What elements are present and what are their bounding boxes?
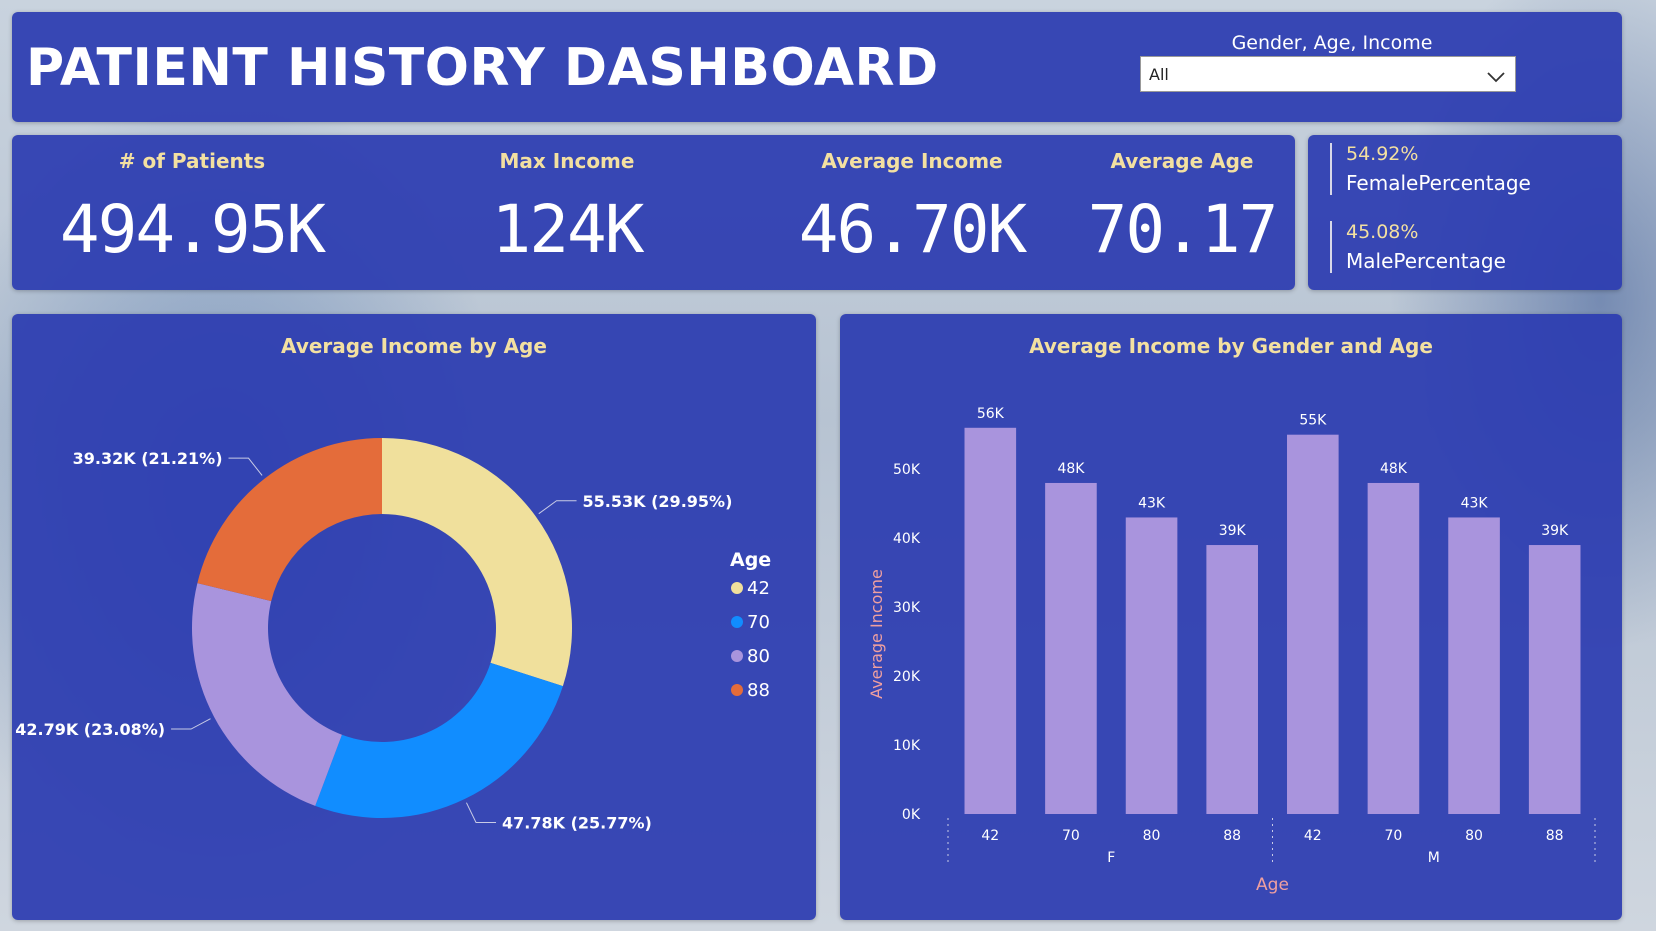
bar-chart-panel: Average Income by Gender and Age 0K 10K 20… bbox=[840, 314, 1622, 920]
y-tick-label: 40K bbox=[893, 531, 921, 547]
legend-item-80[interactable]: 80 bbox=[747, 646, 770, 667]
header-panel: PATIENT HISTORY DASHBOARD Gender, Age, I… bbox=[12, 12, 1622, 122]
bar-chart[interactable]: 0K 10K 20K 30K 40K 50K Average Income 56K 42 48K 7… bbox=[840, 314, 1622, 920]
female-percentage-label: FemalePercentage bbox=[1346, 171, 1531, 195]
slicer-selected-value: All bbox=[1149, 65, 1169, 84]
bar-F-80[interactable] bbox=[1125, 517, 1178, 814]
group-label-F: F bbox=[1107, 850, 1115, 866]
y-axis-title: Average Income bbox=[867, 569, 886, 699]
y-tick-label: 20K bbox=[893, 669, 921, 685]
donut-slice-88[interactable] bbox=[197, 438, 382, 602]
chevron-down-icon[interactable] bbox=[1487, 68, 1505, 87]
legend-item-88[interactable]: 88 bbox=[747, 680, 770, 701]
donut-leader-line bbox=[228, 457, 263, 476]
male-percentage-block: 45.08% MalePercentage bbox=[1330, 221, 1506, 273]
kpi-value: 70.17 bbox=[1087, 191, 1279, 268]
bar-F-42[interactable] bbox=[964, 427, 1017, 814]
bar-M-88[interactable] bbox=[1528, 545, 1581, 814]
kpi-average-age: Average Age 70.17 bbox=[1072, 149, 1292, 268]
page-title: PATIENT HISTORY DASHBOARD bbox=[26, 38, 939, 98]
kpi-panel: # of Patients 494.95K Max Income 124K Av… bbox=[12, 135, 1295, 290]
gender-panel: 54.92% FemalePercentage 45.08% MalePerce… bbox=[1308, 135, 1622, 290]
bar-data-label: 43K bbox=[1138, 495, 1166, 511]
kpi-label: Average Age bbox=[1110, 149, 1254, 173]
kpi-value: 46.70K bbox=[798, 191, 1027, 268]
donut-leader-line bbox=[465, 802, 497, 823]
donut-data-label: 42.79K (23.08%) bbox=[15, 720, 165, 739]
donut-leader-line bbox=[171, 718, 211, 730]
bar-data-label: 39K bbox=[1541, 523, 1569, 539]
x-tick-label: 88 bbox=[1223, 828, 1241, 844]
slicer-label: Gender, Age, Income bbox=[1231, 32, 1433, 54]
donut-leader-line bbox=[538, 500, 577, 515]
donut-chart-panel: Average Income by Age 55.53K (29.95%) 47.… bbox=[12, 314, 816, 920]
bar-data-label: 48K bbox=[1057, 461, 1085, 477]
donut-slice-80[interactable] bbox=[191, 583, 342, 806]
kpi-value: 124K bbox=[491, 191, 645, 268]
legend-item-70[interactable]: 70 bbox=[747, 612, 770, 633]
legend-marker-88 bbox=[731, 684, 743, 696]
bar-F-70[interactable] bbox=[1045, 482, 1097, 814]
x-tick-label: 70 bbox=[1385, 828, 1403, 844]
x-tick-label: 70 bbox=[1062, 828, 1080, 844]
male-percentage-label: MalePercentage bbox=[1346, 249, 1506, 273]
female-percentage-block: 54.92% FemalePercentage bbox=[1330, 143, 1531, 195]
bar-data-label: 56K bbox=[977, 406, 1005, 422]
male-percentage-value: 45.08% bbox=[1346, 221, 1419, 243]
kpi-value: 494.95K bbox=[59, 191, 326, 268]
donut-data-label: 39.32K (21.21%) bbox=[73, 449, 223, 468]
legend-marker-70 bbox=[731, 616, 743, 628]
donut-slice-70[interactable] bbox=[315, 662, 563, 818]
y-tick-label: 0K bbox=[902, 807, 921, 823]
x-tick-label: 42 bbox=[981, 828, 999, 844]
y-tick-label: 10K bbox=[893, 738, 921, 754]
bar-data-label: 48K bbox=[1380, 461, 1408, 477]
kpi-label: Average Income bbox=[821, 149, 1003, 173]
kpi-average-income: Average Income 46.70K bbox=[772, 149, 1052, 268]
x-tick-label: 80 bbox=[1143, 828, 1161, 844]
bar-data-label: 55K bbox=[1299, 413, 1327, 429]
donut-data-label: 55.53K (29.95%) bbox=[583, 492, 733, 511]
bar-data-label: 43K bbox=[1461, 495, 1489, 511]
bar-chart-title: Average Income by Gender and Age bbox=[1029, 334, 1433, 358]
y-tick-label: 30K bbox=[893, 600, 921, 616]
donut-chart[interactable]: 55.53K (29.95%) 47.78K (25.77%) 42.79K (23… bbox=[12, 314, 816, 920]
kpi-max-income: Max Income 124K bbox=[432, 149, 702, 268]
legend-marker-42 bbox=[731, 582, 743, 594]
x-tick-label: 80 bbox=[1465, 828, 1483, 844]
gender-age-income-slicer[interactable]: All bbox=[1140, 56, 1516, 92]
donut-chart-title: Average Income by Age bbox=[281, 334, 547, 358]
donut-data-label: 47.78K (25.77%) bbox=[502, 813, 652, 832]
legend-marker-80 bbox=[731, 650, 743, 662]
x-tick-label: 88 bbox=[1546, 828, 1564, 844]
kpi-label: Max Income bbox=[499, 149, 635, 173]
bar-data-label: 39K bbox=[1219, 523, 1247, 539]
bar-M-80[interactable] bbox=[1448, 517, 1500, 814]
bar-M-70[interactable] bbox=[1367, 482, 1420, 814]
legend-item-42[interactable]: 42 bbox=[747, 578, 770, 599]
bar-M-42[interactable] bbox=[1287, 434, 1339, 814]
group-label-M: M bbox=[1428, 850, 1440, 866]
bar-F-88[interactable] bbox=[1206, 545, 1258, 814]
kpi-label: # of Patients bbox=[118, 149, 266, 173]
donut-legend-title: Age bbox=[730, 549, 771, 571]
x-tick-label: 42 bbox=[1304, 828, 1322, 844]
female-percentage-value: 54.92% bbox=[1346, 143, 1419, 165]
donut-slice-42[interactable] bbox=[382, 438, 573, 687]
x-axis-title: Age bbox=[1256, 875, 1289, 895]
kpi-patients: # of Patients 494.95K bbox=[52, 149, 332, 268]
y-tick-label: 50K bbox=[893, 462, 921, 478]
